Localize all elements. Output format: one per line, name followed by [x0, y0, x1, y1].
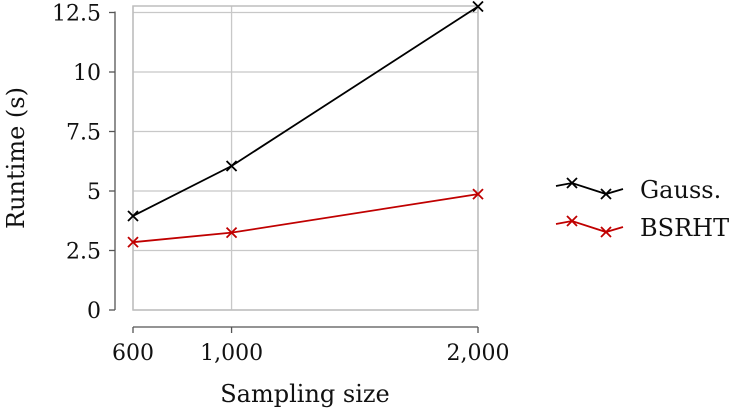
y-tick-label: 0 — [87, 299, 101, 324]
legend-line-icon — [555, 182, 624, 195]
grid-lines — [132, 6, 479, 311]
series-bsrht — [127, 188, 484, 248]
series-line — [132, 193, 479, 244]
legend: Gauss. BSRHT — [555, 176, 729, 242]
legend-label: BSRHT — [640, 214, 729, 242]
y-tick-label: 12.5 — [52, 2, 101, 27]
x-marker-icon — [472, 188, 484, 200]
y-tick-label: 7.5 — [66, 121, 101, 146]
series-gauss — [127, 0, 484, 222]
y-axis: 0 2.5 5 7.5 10 12.5 — [52, 2, 116, 324]
x-marker-icon — [225, 160, 238, 172]
x-marker-icon — [600, 188, 612, 200]
x-marker-icon — [472, 0, 484, 13]
x-axis: 600 1,000 2,000 — [112, 326, 510, 366]
legend-label: Gauss. — [640, 176, 721, 204]
y-axis-label: Runtime (s) — [2, 87, 30, 229]
y-tick-label: 5 — [87, 180, 101, 205]
legend-item: BSRHT — [555, 214, 729, 242]
legend-line-icon — [555, 220, 624, 233]
series-line — [132, 5, 479, 217]
x-tick-label: 1,000 — [200, 341, 263, 366]
x-marker-icon — [127, 210, 139, 222]
y-tick-label: 10 — [73, 61, 101, 86]
data-series — [127, 0, 484, 248]
x-marker-icon — [225, 227, 238, 239]
x-marker-icon — [600, 226, 612, 238]
x-tick-label: 600 — [112, 341, 154, 366]
x-axis-label: Sampling size — [220, 380, 390, 408]
x-marker-icon — [566, 177, 578, 189]
y-tick-label: 2.5 — [66, 240, 101, 265]
legend-item: Gauss. — [555, 176, 721, 204]
x-tick-label: 2,000 — [447, 341, 510, 366]
plot-frame — [132, 5, 479, 311]
x-marker-icon — [127, 236, 139, 248]
x-marker-icon — [566, 215, 578, 227]
